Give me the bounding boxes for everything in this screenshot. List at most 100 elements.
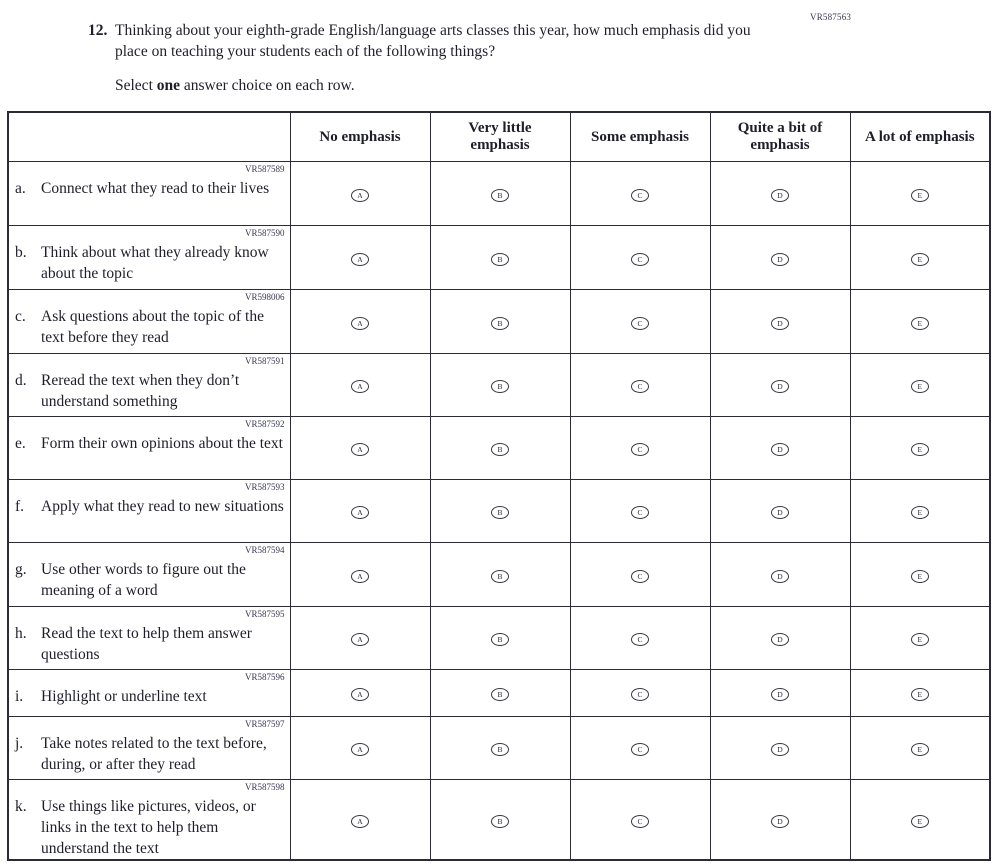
answer-bubble[interactable]: B <box>491 743 509 756</box>
row-code: VR587593 <box>244 482 285 492</box>
row-text: Use other words to figure out the meanin… <box>41 561 246 599</box>
table-row-g: VR587594 g. Use other words to figure out… <box>7 542 991 607</box>
item-cell: VR587596 i. Highlight or underline text <box>7 669 291 717</box>
answer-bubble[interactable]: A <box>351 569 369 583</box>
answer-bubble[interactable]: E <box>910 443 929 456</box>
answer-bubble[interactable]: E <box>910 380 929 393</box>
answer-bubble[interactable]: D <box>771 743 789 756</box>
option-cell: A <box>289 669 431 717</box>
answer-bubble[interactable]: B <box>491 506 509 519</box>
answer-bubble[interactable]: C <box>631 380 649 393</box>
answer-bubble[interactable]: B <box>491 316 509 330</box>
option-cell: A <box>289 289 431 354</box>
option-cell: D <box>709 479 851 543</box>
table-row-h: VR587595 h. Read the text to help them an… <box>7 606 991 670</box>
option-cell: C <box>569 289 711 354</box>
answer-bubble[interactable]: C <box>631 688 649 701</box>
answer-bubble[interactable]: C <box>631 188 649 202</box>
item-cell: VR598006 c. Ask questions about the topic… <box>7 289 291 354</box>
option-cell: D <box>709 225 851 290</box>
answer-bubble[interactable]: E <box>910 633 929 646</box>
answer-bubble[interactable]: D <box>771 688 789 701</box>
answer-bubble[interactable]: D <box>771 814 789 828</box>
option-cell: C <box>569 161 711 226</box>
answer-bubble[interactable]: B <box>491 443 509 456</box>
answer-bubble[interactable]: E <box>910 569 929 583</box>
answer-bubble[interactable]: A <box>351 252 369 266</box>
answer-bubble[interactable]: C <box>631 743 649 756</box>
answer-bubble[interactable]: C <box>631 252 649 266</box>
answer-bubble[interactable]: E <box>910 316 929 330</box>
answer-bubble[interactable]: C <box>631 633 649 646</box>
row-code: VR587596 <box>244 672 285 682</box>
table-row-f: VR587593 f. Apply what they read to new s… <box>7 479 991 543</box>
row-letter: f. <box>15 498 25 515</box>
answer-bubble[interactable]: A <box>351 188 369 202</box>
item-cell: VR587595 h. Read the text to help them an… <box>7 606 291 670</box>
answer-bubble[interactable]: D <box>771 443 789 456</box>
answer-bubble[interactable]: B <box>491 569 509 583</box>
row-letter: h. <box>15 625 27 642</box>
answer-bubble[interactable]: C <box>631 506 649 519</box>
answer-bubble[interactable]: A <box>351 688 369 701</box>
answer-bubble[interactable]: D <box>771 316 789 330</box>
answer-bubble[interactable]: D <box>771 569 789 583</box>
row-code: VR587598 <box>244 782 285 792</box>
answer-bubble[interactable]: D <box>771 633 789 646</box>
answer-bubble[interactable]: A <box>351 506 369 519</box>
row-code: VR587589 <box>244 164 285 174</box>
option-cell: C <box>569 716 711 780</box>
option-cell: C <box>569 479 711 543</box>
answer-bubble[interactable]: E <box>910 743 929 756</box>
row-text: Connect what they read to their lives <box>41 180 270 197</box>
answer-bubble[interactable]: A <box>351 316 369 330</box>
option-cell: D <box>709 289 851 354</box>
answer-bubble[interactable]: B <box>491 633 509 646</box>
option-cell: A <box>289 416 431 480</box>
answer-bubble[interactable]: E <box>910 814 929 828</box>
answer-bubble[interactable]: A <box>351 633 369 646</box>
option-cell: A <box>289 161 431 226</box>
row-letter: c. <box>15 308 26 325</box>
column-header-a-lot: A lot of emphasis <box>849 111 991 162</box>
option-cell: C <box>569 416 711 480</box>
page-code: VR587563 <box>810 12 852 22</box>
option-cell: B <box>429 289 571 354</box>
table-row-c: VR598006 c. Ask questions about the topic… <box>7 289 991 354</box>
answer-bubble[interactable]: C <box>631 316 649 330</box>
answer-bubble[interactable]: D <box>771 506 789 519</box>
row-text: Form their own opinions about the text <box>41 435 283 452</box>
row-code: VR587597 <box>244 719 285 729</box>
answer-bubble[interactable]: D <box>771 252 789 266</box>
option-cell: D <box>709 542 851 607</box>
answer-bubble[interactable]: A <box>351 814 369 828</box>
answer-bubble[interactable]: B <box>491 380 509 393</box>
item-cell: VR587593 f. Apply what they read to new s… <box>7 479 291 543</box>
answer-bubble[interactable]: E <box>910 688 929 701</box>
item-cell: VR587590 b. Think about what they already… <box>7 225 291 290</box>
answer-bubble[interactable]: C <box>631 814 649 828</box>
option-cell: A <box>289 542 431 607</box>
option-cell: A <box>289 225 431 290</box>
answer-bubble[interactable]: B <box>491 814 509 828</box>
answer-bubble[interactable]: A <box>351 743 369 756</box>
answer-bubble[interactable]: B <box>491 188 509 202</box>
question-number: 12. <box>88 22 108 39</box>
answer-bubble[interactable]: D <box>771 188 789 202</box>
answer-bubble[interactable]: B <box>491 252 509 266</box>
answer-bubble[interactable]: A <box>351 443 369 456</box>
option-cell: C <box>569 353 711 417</box>
answer-bubble[interactable]: E <box>910 252 929 266</box>
answer-bubble[interactable]: E <box>910 506 929 519</box>
emphasis-matrix-table: No emphasis Very little emphasis Some em… <box>7 111 991 861</box>
answer-bubble[interactable]: D <box>771 380 789 393</box>
answer-bubble[interactable]: C <box>631 569 649 583</box>
option-cell: D <box>709 161 851 226</box>
answer-bubble[interactable]: C <box>631 443 649 456</box>
option-cell: D <box>709 606 851 670</box>
option-cell: C <box>569 225 711 290</box>
answer-bubble[interactable]: A <box>351 380 369 393</box>
answer-bubble[interactable]: E <box>910 188 929 202</box>
answer-bubble[interactable]: B <box>491 688 509 701</box>
